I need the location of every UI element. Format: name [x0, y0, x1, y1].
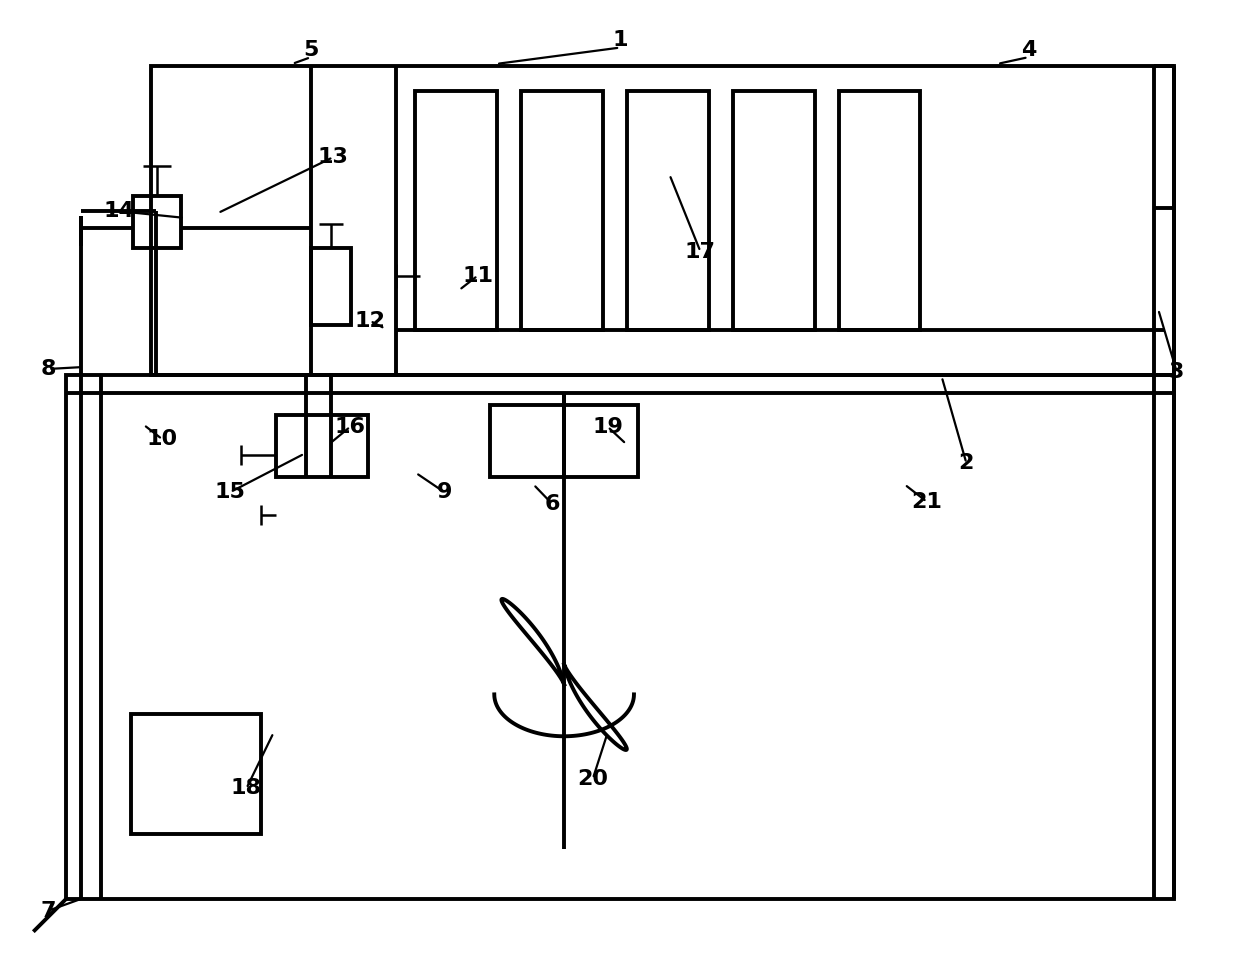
Bar — [838, 91, 920, 330]
Text: 21: 21 — [911, 492, 942, 511]
Text: 19: 19 — [593, 417, 622, 437]
Text: 4: 4 — [1021, 40, 1035, 60]
Text: 3: 3 — [1169, 362, 1184, 382]
Bar — [415, 91, 497, 330]
Text: 16: 16 — [335, 417, 366, 437]
Text: 5: 5 — [303, 40, 319, 60]
Bar — [733, 91, 815, 330]
Text: 20: 20 — [578, 769, 609, 788]
Bar — [151, 67, 1174, 375]
Text: 13: 13 — [317, 148, 348, 167]
Bar — [490, 405, 637, 477]
Bar — [275, 415, 367, 477]
Text: 10: 10 — [146, 429, 177, 449]
Bar — [311, 248, 351, 325]
Text: 7: 7 — [41, 900, 56, 921]
Text: 15: 15 — [215, 482, 246, 502]
Bar — [131, 714, 260, 834]
Text: 17: 17 — [684, 241, 715, 262]
Text: 14: 14 — [103, 201, 134, 221]
Text: 12: 12 — [355, 311, 386, 331]
Bar — [627, 91, 709, 330]
Text: 2: 2 — [959, 454, 975, 473]
Bar — [133, 196, 181, 248]
Text: 8: 8 — [41, 359, 56, 379]
Text: 6: 6 — [544, 494, 559, 513]
Bar — [521, 91, 603, 330]
Text: 11: 11 — [463, 265, 494, 286]
Text: 1: 1 — [613, 30, 627, 50]
Bar — [66, 375, 1174, 898]
Text: 18: 18 — [231, 779, 262, 798]
Text: 9: 9 — [436, 482, 453, 502]
